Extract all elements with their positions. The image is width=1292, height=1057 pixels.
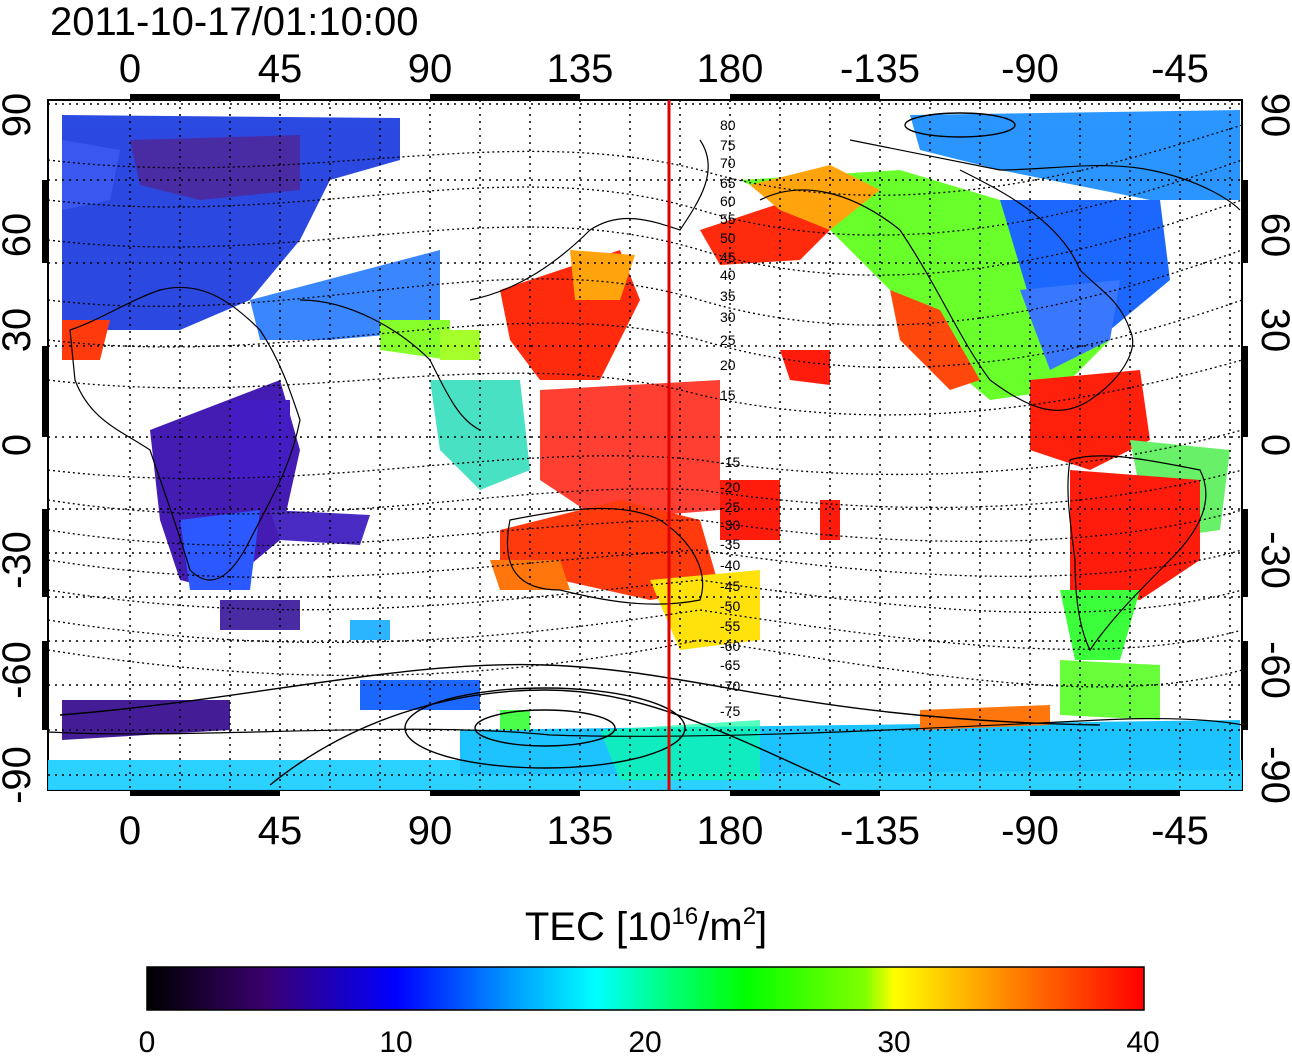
top-lon-label: 45 (258, 47, 303, 91)
contour-label: -35 (720, 536, 740, 552)
contour-label: 50 (720, 230, 736, 246)
top-lon-label: -90 (1001, 47, 1059, 91)
contour-label: 70 (720, 155, 736, 171)
right-lat-label: 60 (1253, 213, 1292, 258)
top-lon-label: 180 (697, 47, 764, 91)
left-lat-label: -90 (0, 746, 39, 804)
contour-label: 45 (720, 249, 736, 265)
coastlines (48, 139, 1242, 737)
contour-label: 30 (720, 309, 736, 325)
contour-label: 35 (720, 288, 736, 304)
left-lat-label: 30 (0, 308, 39, 353)
contour-label: -55 (720, 618, 740, 634)
south-pole-contours (59, 112, 1101, 786)
colorbar-label-text: TEC [10 (524, 905, 672, 949)
contour-label: -30 (720, 517, 740, 533)
top-lon-label: -135 (840, 47, 920, 91)
contour-label: -25 (720, 499, 740, 515)
colorbar-label-exponent: 16 (671, 903, 699, 930)
contour-label: 40 (720, 267, 736, 283)
left-lat-label: 0 (0, 434, 39, 456)
right-lat-label: 90 (1253, 93, 1292, 138)
left-latitude-labels: 90 60 30 0 -30 -60 -90 (0, 93, 39, 804)
bottom-lon-label: -135 (840, 809, 920, 853)
colorbar-label-unit-exponent: 2 (742, 903, 757, 930)
contour-label: -70 (720, 678, 740, 694)
bottom-lon-label: 90 (408, 809, 453, 853)
contour-label: -65 (720, 657, 740, 673)
contour-label: 80 (720, 117, 736, 133)
bottom-lon-label: 180 (697, 809, 764, 853)
contour-label: 65 (720, 175, 736, 191)
top-longitude-labels: 0 45 90 135 180 -135 -90 -45 (119, 47, 1209, 91)
contour-label: -50 (720, 598, 740, 614)
left-lat-label: 60 (0, 213, 39, 258)
contour-label: 15 (720, 387, 736, 403)
colorbar-tick-label: 20 (628, 1026, 661, 1057)
contour-label: 60 (720, 193, 736, 209)
left-lat-label: -30 (0, 531, 39, 589)
top-lon-label: 0 (119, 47, 141, 91)
contour-labels: 80 75 70 65 60 55 50 45 40 35 30 25 20 15 -15 -20 -25 -30… (720, 117, 740, 719)
contour-label: 25 (720, 332, 736, 348)
colorbar-tick-label: 0 (139, 1026, 156, 1057)
colorbar-tick-label: 10 (379, 1026, 412, 1057)
colorbar (146, 966, 1145, 1011)
colorbar-label: TEC [1016/m2] (0, 905, 1292, 950)
magnetic-latitude-contours (48, 124, 1242, 688)
colorbar-label-close: ] (756, 905, 768, 949)
contour-label: -60 (720, 638, 740, 654)
right-lat-label: 30 (1253, 308, 1292, 353)
contour-label: -15 (720, 454, 740, 470)
contour-label: -45 (720, 578, 740, 594)
axis-frame-bars (42, 94, 1248, 796)
right-latitude-labels: 90 60 30 0 -30 -60 -90 (1253, 93, 1292, 804)
bottom-lon-label: -90 (1001, 809, 1059, 853)
left-lat-label: 90 (0, 93, 39, 138)
bottom-lon-label: 135 (547, 809, 614, 853)
timestamp-title: 2011-10-17/01:10:00 (50, 0, 419, 44)
contour-label: 20 (720, 357, 736, 373)
left-lat-label: -60 (0, 641, 39, 699)
colorbar-tick-label: 40 (1126, 1026, 1159, 1057)
right-lat-label: -30 (1253, 531, 1292, 589)
right-lat-label: -90 (1253, 746, 1292, 804)
contour-label: -40 (720, 557, 740, 573)
right-lat-label: 0 (1253, 434, 1292, 456)
contour-label: 75 (720, 137, 736, 153)
contour-label: -20 (720, 479, 740, 495)
contour-label: -75 (720, 703, 740, 719)
bottom-lon-label: 0 (119, 809, 141, 853)
colorbar-tick-labels: 0 10 20 30 40 (139, 1026, 1160, 1057)
graticule (48, 100, 1242, 790)
top-lon-label: 90 (408, 47, 453, 91)
top-lon-label: -45 (1151, 47, 1209, 91)
contour-label: 55 (720, 211, 736, 227)
bottom-longitude-labels: 0 45 90 135 180 -135 -90 -45 (119, 809, 1209, 853)
bottom-lon-label: 45 (258, 809, 303, 853)
right-lat-label: -60 (1253, 641, 1292, 699)
colorbar-label-unit: /m (698, 905, 743, 949)
colorbar-tick-label: 30 (877, 1026, 910, 1057)
top-lon-label: 135 (547, 47, 614, 91)
tec-data-layer (48, 110, 1242, 790)
bottom-lon-label: -45 (1151, 809, 1209, 853)
